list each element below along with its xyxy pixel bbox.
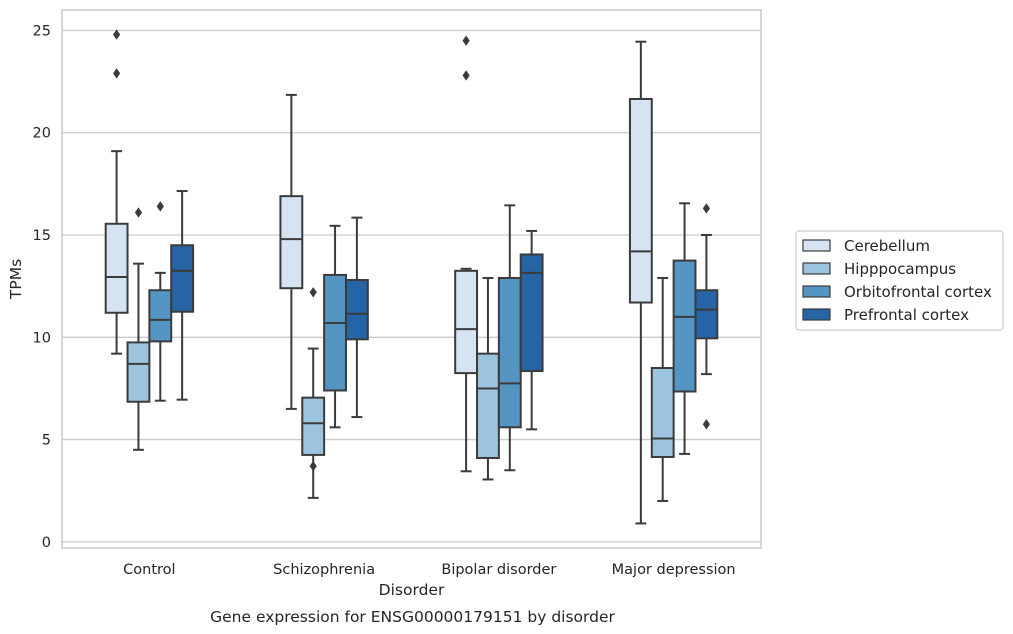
x-tick-label: Major depression: [612, 562, 736, 578]
outlier-point: [309, 287, 317, 298]
box-orbitofrontal-cortex: [497, 276, 522, 429]
outlier-point: [309, 460, 317, 472]
y-tick-label: 10: [33, 330, 51, 346]
y-tick-label: 0: [42, 535, 51, 551]
outlier-point: [462, 70, 470, 81]
outlier-point: [702, 419, 710, 430]
outlier-point: [156, 201, 164, 212]
plot-frame: [61, 9, 762, 549]
x-tick-label: Control: [123, 562, 175, 578]
legend-label: Cerebellum: [844, 237, 930, 255]
box-cerebellum: [628, 97, 653, 304]
chart-caption: Gene expression for ENSG00000179151 by d…: [210, 608, 615, 626]
box-group: [279, 93, 369, 499]
box-hipppocampus: [476, 352, 500, 459]
box-prefrontal-cortex: [170, 244, 195, 313]
outlier-point: [134, 207, 143, 218]
x-tick-labels: Control Schizophrenia Bipolar disorder Majo…: [123, 562, 735, 578]
x-axis-label: Disorder: [379, 581, 445, 599]
y-tick-label: 20: [33, 126, 51, 142]
box-cerebellum: [454, 269, 479, 375]
x-tick-label: Bipolar disorder: [441, 562, 556, 578]
box-hipppocampus: [126, 341, 151, 403]
legend-label: Hipppocampus: [844, 260, 956, 278]
gridlines: [62, 29, 761, 543]
y-tick-labels: 0 5 10 15 20 25: [33, 23, 51, 550]
y-tick-label: 5: [42, 433, 51, 449]
box-orbitofrontal-cortex: [672, 259, 697, 393]
legend-swatch: [802, 285, 831, 298]
legend-swatch: [802, 262, 831, 275]
box-group: [454, 35, 544, 481]
box-hipppocampus: [650, 366, 675, 458]
box-prefrontal-cortex: [519, 253, 544, 373]
legend-swatch: [802, 239, 831, 252]
legend-label: Orbitofrontal cortex: [844, 283, 992, 301]
box-hipppocampus: [301, 396, 326, 456]
box-prefrontal-cortex: [344, 279, 369, 341]
legend-label: Prefrontal cortex: [844, 306, 969, 324]
box-groups: [104, 29, 719, 525]
box-group: [104, 29, 195, 451]
box-group: [628, 40, 719, 525]
outlier-point: [113, 68, 121, 79]
box-cerebellum: [279, 195, 304, 290]
box-cerebellum: [104, 222, 129, 314]
y-axis-label: TPMs: [7, 259, 25, 300]
y-tick-label: 15: [33, 228, 51, 244]
legend-frame: [795, 230, 1004, 331]
box-orbitofrontal-cortex: [323, 273, 347, 392]
outlier-point: [462, 35, 470, 46]
outlier-point: [702, 203, 710, 214]
box-orbitofrontal-cortex: [148, 289, 173, 343]
box-prefrontal-cortex: [694, 289, 719, 340]
y-tick-label: 25: [33, 23, 51, 39]
outlier-point: [113, 29, 121, 40]
legend: Cerebellum Hipppocampus Orbitofrontal cort…: [795, 230, 1004, 331]
x-tick-label: Schizophrenia: [273, 562, 375, 578]
legend-swatch: [802, 308, 831, 321]
